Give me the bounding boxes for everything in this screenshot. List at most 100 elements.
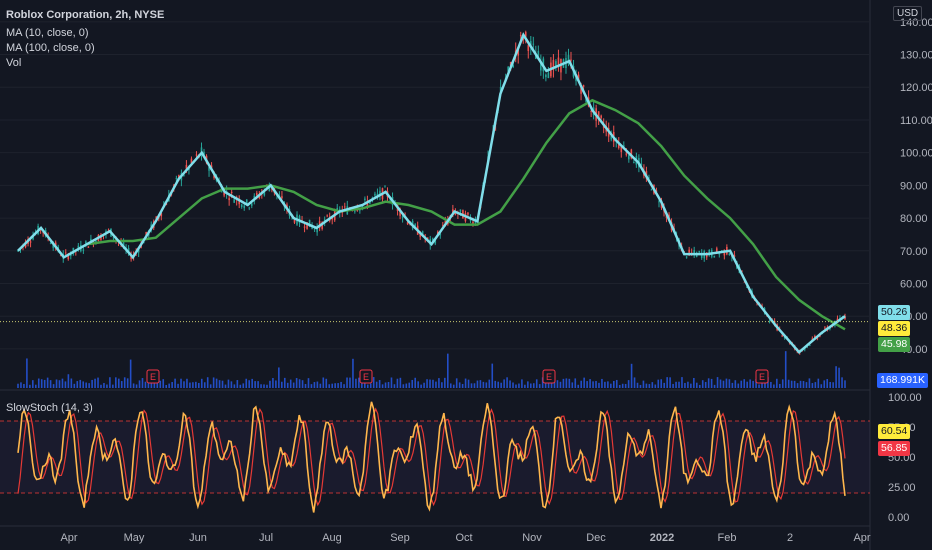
volume-bar xyxy=(295,378,298,388)
volume-bar xyxy=(841,377,843,388)
candle-body xyxy=(439,233,442,236)
candle-body xyxy=(401,215,404,218)
time-tick-label: Aug xyxy=(322,532,342,544)
volume-bar xyxy=(141,378,144,388)
volume-bar xyxy=(387,382,390,388)
time-tick-label: Nov xyxy=(522,532,542,544)
volume-bar xyxy=(298,379,301,388)
volume-bar xyxy=(272,378,274,388)
volume-bar xyxy=(716,377,719,388)
ma100-line xyxy=(86,98,846,331)
volume-bar xyxy=(731,382,734,388)
volume-bar xyxy=(106,384,108,388)
volume-bar xyxy=(808,378,811,388)
legend-ma100[interactable]: MA (100, close, 0) xyxy=(6,42,95,54)
volume-bar xyxy=(337,383,339,388)
volume-bar xyxy=(165,384,168,388)
volume-bar xyxy=(823,380,826,388)
time-tick-label: May xyxy=(124,532,145,544)
candle-body xyxy=(685,256,688,258)
candle-body xyxy=(336,208,339,210)
candle-body xyxy=(293,219,296,223)
candle-body xyxy=(183,174,185,176)
candle-body xyxy=(243,205,246,208)
volume-bar xyxy=(802,381,805,388)
volume-bar xyxy=(263,384,265,388)
candle-body xyxy=(29,241,32,243)
earnings-marker xyxy=(146,369,160,384)
candle-body xyxy=(713,255,716,258)
volume-bar xyxy=(236,380,239,388)
price-tick-label: 100.00 xyxy=(900,148,932,160)
candle-body xyxy=(376,193,379,196)
candle-body xyxy=(195,154,198,156)
volume-bar xyxy=(556,380,559,388)
volume-bar xyxy=(100,384,102,388)
time-tick-label: Apr xyxy=(60,532,77,544)
currency-button[interactable]: USD xyxy=(893,6,923,21)
candle-body xyxy=(263,190,266,196)
candle-body xyxy=(597,111,600,119)
volume-bar xyxy=(722,380,725,388)
candle-body xyxy=(688,249,690,253)
volume-bar xyxy=(592,381,594,388)
candle-body xyxy=(250,203,253,206)
candle-body xyxy=(537,51,540,59)
candle-body xyxy=(67,254,70,260)
volume-bar xyxy=(562,378,565,388)
volume-bar xyxy=(610,383,612,388)
candle-body xyxy=(230,191,233,193)
earnings-marker xyxy=(359,369,373,384)
volume-bar xyxy=(719,379,722,388)
volume-bar xyxy=(355,378,357,388)
candle-body xyxy=(175,178,178,179)
candle-body xyxy=(90,238,92,242)
stoch-tick-label: 25.00 xyxy=(888,482,916,494)
volume-bar xyxy=(153,380,156,388)
price-tick-label: 90.00 xyxy=(900,180,928,192)
volume-bar xyxy=(639,384,642,388)
symbol-title[interactable]: Roblox Corporation, 2h, NYSE xyxy=(6,9,165,21)
volume-bar xyxy=(814,382,817,388)
candle-body xyxy=(824,327,826,329)
candle-body xyxy=(308,219,311,227)
volume-bar xyxy=(461,383,464,388)
volume-bar xyxy=(76,381,79,388)
volume-bar xyxy=(464,378,467,388)
volume-bar xyxy=(251,378,253,388)
volume-bar xyxy=(266,384,268,388)
volume-bar xyxy=(458,382,461,388)
volume-bar xyxy=(58,380,61,388)
volume-bar xyxy=(627,380,630,388)
volume-bar xyxy=(103,382,105,388)
candle-body xyxy=(814,336,816,338)
legend-ma10[interactable]: MA (10, close, 0) xyxy=(6,27,89,39)
volume-bar xyxy=(737,383,740,388)
ma10-line xyxy=(17,32,846,354)
volume-bar xyxy=(79,379,82,388)
stoch-k-line xyxy=(17,401,846,513)
candle-body xyxy=(431,238,434,241)
legend-stoch[interactable]: SlowStoch (14, 3) xyxy=(6,402,93,414)
volume-bar xyxy=(366,384,369,388)
candle-body xyxy=(517,49,520,56)
candle-body xyxy=(233,199,235,203)
volume-bar xyxy=(630,363,633,388)
volume-bar xyxy=(423,382,425,388)
volume-bar xyxy=(503,379,505,388)
volume-bar xyxy=(734,380,737,388)
volume-bar xyxy=(319,383,322,388)
volume-bar xyxy=(132,383,135,388)
volume-bar xyxy=(426,379,428,388)
volume-bar xyxy=(349,377,351,388)
volume-bar xyxy=(325,378,328,388)
volume-bar xyxy=(710,378,713,388)
volume-bar xyxy=(230,381,233,388)
legend-vol[interactable]: Vol xyxy=(6,57,22,69)
candle-body xyxy=(540,60,542,71)
volume-bar xyxy=(618,384,621,388)
volume-bar xyxy=(648,384,651,388)
volume-bar xyxy=(805,382,808,388)
volume-bar xyxy=(364,382,366,388)
